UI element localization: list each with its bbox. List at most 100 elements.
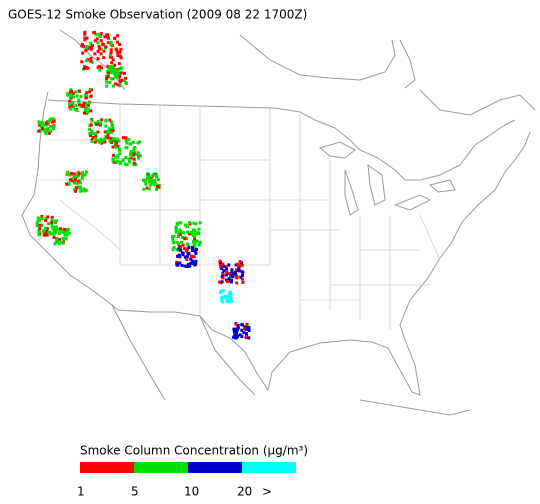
smoke-pixel [110, 77, 114, 81]
smoke-pixel [234, 263, 238, 267]
smoke-pixel [118, 162, 122, 166]
smoke-pixel [98, 35, 102, 38]
smoke-pixel [86, 107, 90, 111]
smoke-pixel [220, 280, 224, 284]
legend-tick-label: 10 [184, 485, 199, 499]
smoke-pixel [171, 248, 175, 252]
smoke-pixel [50, 218, 54, 222]
smoke-pixel [232, 335, 236, 339]
smoke-pixel [46, 215, 50, 219]
smoke-pixel [114, 47, 118, 51]
smoke-pixel [44, 230, 48, 234]
smoke-pixel [86, 66, 90, 70]
smoke-pixel [191, 229, 195, 233]
smoke-pixel [42, 233, 46, 237]
smoke-pixel [88, 128, 92, 131]
smoke-pixel [234, 334, 237, 338]
smoke-pixel [118, 43, 122, 46]
smoke-pixel [125, 141, 129, 145]
smoke-pixel [138, 154, 142, 158]
smoke-pixel [187, 232, 191, 236]
smoke-pixel [240, 323, 244, 327]
smoke-pixel [174, 226, 178, 230]
smoke-pixel [111, 84, 115, 88]
smoke-pixel [118, 50, 122, 54]
smoke-pixel [41, 126, 45, 130]
smoke-pixel [69, 90, 72, 94]
smoke-pixel [142, 187, 146, 191]
smoke-pixel [183, 223, 187, 227]
smoke-pixel [83, 36, 87, 40]
smoke-pixel [121, 136, 125, 140]
smoke-pixel [197, 227, 201, 231]
smoke-pixel [180, 236, 184, 239]
smoke-pixel [82, 44, 86, 48]
smoke-pixel [236, 268, 240, 272]
smoke-pixel [70, 104, 74, 108]
smoke-pixel [118, 160, 122, 164]
smoke-pixel [78, 103, 81, 107]
smoke-pixel [155, 187, 159, 191]
smoke-pixel [84, 49, 88, 53]
smoke-pixel [194, 222, 198, 226]
smoke-pixel [89, 56, 93, 60]
smoke-pixel [105, 33, 108, 37]
smoke-pixel [83, 65, 87, 69]
smoke-pixel [39, 121, 43, 125]
smoke-pixel [110, 120, 113, 124]
smoke-pixel [247, 326, 251, 329]
smoke-pixel [63, 230, 67, 234]
smoke-pixel [107, 127, 111, 131]
smoke-pixel [110, 65, 114, 68]
smoke-pixel [40, 120, 44, 124]
smoke-pixel [100, 118, 104, 122]
smoke-pixel [195, 248, 198, 251]
smoke-pixel [229, 273, 233, 277]
smoke-pixels [35, 30, 251, 340]
legend-tick-label: 1 [77, 485, 85, 499]
smoke-pixel [229, 297, 233, 301]
smoke-pixel [194, 262, 198, 266]
smoke-pixel [98, 140, 102, 144]
smoke-pixel [231, 275, 235, 279]
smoke-pixel [179, 221, 183, 225]
smoke-pixel [117, 147, 121, 151]
smoke-pixel [177, 231, 180, 235]
smoke-pixel [57, 232, 61, 236]
smoke-pixel [109, 51, 113, 55]
smoke-pixel [171, 235, 175, 239]
smoke-pixel [111, 159, 115, 163]
smoke-pixel [176, 222, 180, 226]
smoke-pixel [150, 180, 154, 184]
smoke-pixel [116, 71, 120, 75]
legend-tick-label: > [262, 485, 272, 499]
smoke-pixel [93, 39, 97, 43]
smoke-pixel [75, 186, 79, 190]
legend-swatch [242, 462, 296, 473]
smoke-pixel [77, 89, 81, 93]
smoke-pixel [79, 104, 83, 108]
smoke-pixel [101, 42, 105, 46]
smoke-pixel [74, 189, 77, 193]
smoke-pixel [155, 184, 159, 188]
smoke-pixel [112, 153, 115, 157]
smoke-pixel [71, 92, 75, 95]
smoke-pixel [40, 215, 44, 218]
smoke-pixel [227, 277, 231, 280]
smoke-pixel [60, 230, 63, 234]
smoke-pixel [222, 264, 226, 268]
smoke-pixel [176, 254, 180, 258]
smoke-pixel [77, 98, 81, 102]
smoke-pixel [132, 149, 136, 153]
smoke-pixel [44, 132, 48, 136]
smoke-pixel [221, 262, 225, 266]
smoke-pixel [228, 291, 232, 295]
smoke-pixel [102, 49, 106, 53]
smoke-pixel [109, 40, 113, 44]
smoke-pixel [116, 34, 119, 38]
smoke-pixel [180, 251, 184, 255]
smoke-pixel [105, 129, 109, 133]
smoke-pixel [91, 132, 95, 135]
smoke-pixel [89, 123, 93, 127]
